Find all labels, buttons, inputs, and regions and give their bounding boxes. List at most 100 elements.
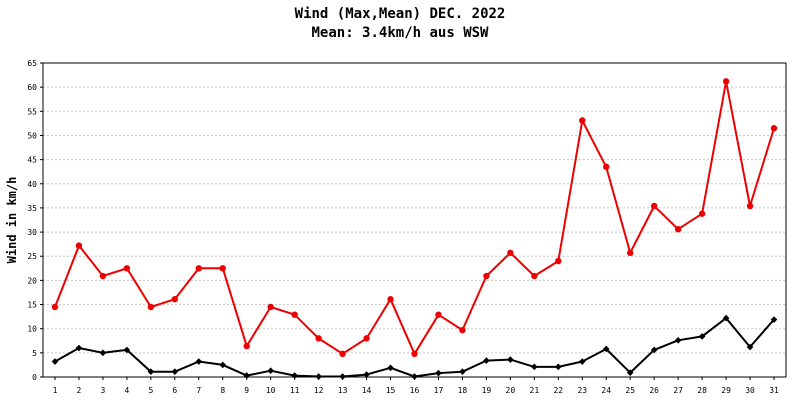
x-tick-label: 4 [124,386,129,395]
y-tick-label: 10 [27,325,37,334]
data-point [219,361,227,369]
y-tick-label: 40 [27,180,37,189]
x-tick-label: 13 [338,386,348,395]
y-tick-label: 45 [27,156,37,165]
data-point [626,369,634,376]
series-group [51,78,778,380]
x-tick-label: 18 [458,386,468,395]
y-tick-label: 60 [27,83,37,92]
data-point [770,125,778,132]
x-tick-label: 15 [386,386,396,395]
gridlines [43,62,786,354]
y-axis-label: Wind in km/h [5,177,19,264]
data-point [267,367,274,375]
data-point [602,345,610,353]
x-tick-label: 11 [290,386,300,395]
data-point [363,335,370,342]
data-point [267,303,274,311]
x-tick-label: 14 [362,386,372,395]
y-tick-label: 20 [27,276,37,285]
x-tick-label: 8 [220,386,225,395]
data-point [243,342,250,350]
data-point [387,364,394,372]
x-tick-label: 12 [314,386,324,395]
x-tick-label: 23 [577,386,587,395]
x-tick-label: 1 [53,386,58,395]
data-point [579,117,586,124]
data-point [387,296,394,303]
data-point [195,265,202,272]
x-tick-label: 24 [601,386,611,395]
x-tick-label: 5 [148,386,153,395]
data-point [147,368,155,375]
data-point [650,202,658,210]
y-tick-label: 55 [27,107,37,116]
data-point [291,372,298,379]
data-point [555,257,562,265]
x-tick-label: 10 [266,386,276,395]
data-point [603,163,610,171]
x-tick-label: 3 [101,386,106,395]
data-point [459,368,466,375]
x-tick-label: 20 [506,386,516,395]
series-line [54,317,775,378]
data-point [650,346,658,354]
y-tick-label: 15 [27,301,37,310]
data-point [123,346,131,354]
data-point [411,350,418,358]
x-tick-label: 21 [530,386,540,395]
data-point [171,296,179,303]
data-point [219,265,226,272]
x-tick-label: 28 [697,386,707,395]
data-point [483,272,490,280]
y-tick-label: 30 [27,228,37,237]
data-point [746,202,754,210]
x-tick-label: 29 [721,386,731,395]
chart-subtitle: Mean: 3.4km/h aus WSW [311,25,489,41]
data-point [722,78,730,85]
x-tick-label: 2 [77,386,82,395]
data-point [171,368,179,375]
data-point [51,303,59,311]
data-point [363,371,370,378]
data-point [531,363,538,371]
x-tick-label: 26 [649,386,659,395]
x-tick-label: 27 [673,386,683,395]
data-point [722,314,730,322]
series-1 [51,314,778,380]
data-point [315,335,322,342]
data-point [507,249,514,257]
data-point [531,272,538,280]
x-tick-label: 17 [434,386,444,395]
chart-title: Wind (Max,Mean) DEC. 2022 [295,6,506,22]
data-point [51,358,59,365]
data-point [291,311,298,318]
data-point [315,373,322,380]
data-point [674,225,682,233]
data-point [698,333,706,340]
data-point [627,249,634,257]
data-point [243,372,251,379]
y-tick-label: 0 [32,373,37,382]
x-tick-label: 31 [769,386,779,395]
data-point [75,344,83,352]
data-point [147,303,155,311]
data-point [99,272,107,280]
data-point [483,357,490,364]
data-point [75,242,83,249]
x-tick-label: 25 [625,386,635,395]
x-tick-label: 19 [482,386,492,395]
x-tick-label: 22 [553,386,563,395]
y-tick-label: 25 [27,252,37,261]
y-tick-label: 65 [27,59,37,68]
data-point [674,336,682,344]
data-point [578,358,586,365]
data-point [435,311,442,318]
x-tick-label: 30 [745,386,755,395]
data-point [698,210,706,217]
data-point [770,316,778,323]
data-point [459,326,466,334]
data-point [339,373,346,380]
